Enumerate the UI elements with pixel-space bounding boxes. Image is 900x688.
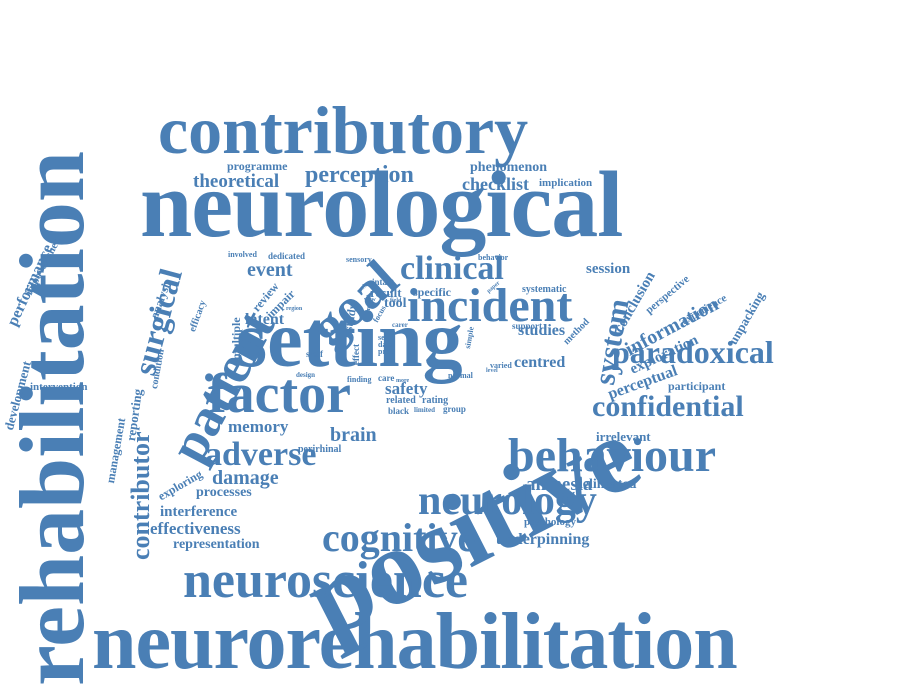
word-studies: studies — [518, 322, 566, 339]
word-sensory: sensory — [346, 255, 372, 264]
word-session: session — [586, 261, 631, 277]
word-design: design — [296, 371, 316, 379]
word-multiple: multiple — [229, 317, 243, 360]
word-perception: perception — [305, 162, 414, 188]
word-confidential: confidential — [592, 390, 744, 423]
word-efficacy: efficacy — [187, 298, 209, 334]
word-interference: interference — [160, 504, 238, 520]
word-irrelevant: irrelevant — [596, 429, 651, 444]
word-result: result — [370, 285, 402, 300]
word-centred: centred — [514, 354, 566, 371]
word-neurorehabilitation: neurorehabilitation — [92, 598, 738, 686]
word-participant: participant — [668, 379, 726, 393]
word-field: field — [390, 298, 402, 304]
word-delineated: delineated — [575, 477, 637, 492]
word-underpinning: underpinning — [496, 531, 590, 548]
word-factor: factor — [208, 363, 352, 425]
word-neuroscience: neuroscience — [183, 552, 468, 609]
word-group: group — [443, 404, 466, 414]
word-tool: tool — [384, 296, 407, 311]
word-involved: involved — [228, 250, 257, 259]
word-effect: effect — [351, 344, 361, 365]
word-behaviour: behaviour — [508, 429, 717, 482]
word-more: more — [396, 378, 410, 384]
word-proc: proc — [378, 347, 394, 356]
word-black: black — [388, 406, 410, 416]
word-implication: implication — [539, 177, 593, 189]
word-behavior: behavior — [478, 253, 509, 262]
word-brain: brain — [330, 424, 377, 446]
word-normal: normal — [448, 371, 473, 380]
word-intervention: intervention — [30, 381, 88, 393]
word-event: event — [247, 259, 293, 281]
word-care: care — [378, 373, 395, 383]
word-support: support — [512, 321, 543, 331]
word-limited: limited — [414, 406, 435, 414]
word-systematic: systematic — [522, 284, 567, 295]
word-cognitive: cognitive — [322, 515, 476, 560]
word-damage: damage — [212, 467, 279, 489]
word-checklist: checklist — [462, 174, 529, 194]
word-clinical: clinical — [400, 250, 504, 287]
word-amnesia: amnesia — [526, 474, 593, 495]
word-neurology: neurology — [418, 478, 597, 524]
word-processes: processes — [196, 485, 252, 500]
word-simple: simple — [463, 325, 476, 350]
word-theoretical: theoretical — [193, 171, 280, 192]
word-paradoxical: paradoxical — [612, 334, 774, 370]
word-view: view — [364, 297, 376, 303]
word-setting: setting — [236, 296, 463, 384]
word-level: level — [486, 368, 498, 374]
word-staff: staff — [306, 349, 323, 359]
word-rehabilitation: rehabilitation — [1, 150, 103, 686]
word-region: region — [286, 306, 303, 312]
word-representation: representation — [173, 537, 260, 552]
word-memory: memory — [228, 417, 289, 436]
word-phenomenon: phenomenon — [470, 160, 548, 175]
word-contributory: contributory — [158, 92, 529, 168]
word-latent: latent — [245, 311, 285, 328]
word-programme: programme — [227, 159, 288, 173]
word-failure: failure — [409, 333, 418, 356]
word-incident: incident — [407, 279, 573, 332]
word-rating: rating — [422, 395, 449, 406]
word-perirhinal: perirhinal — [298, 444, 342, 455]
word-finding: finding — [347, 375, 372, 384]
word-effectiveness: effectiveness — [150, 519, 241, 538]
word-self: self — [378, 333, 390, 342]
word-intact: intact — [372, 277, 394, 287]
word-neurological: neurological — [140, 153, 623, 257]
word-varied: varied — [490, 361, 512, 370]
word-contributor: contributor — [126, 431, 155, 560]
word-insight: insight — [366, 294, 372, 312]
word-carer: carer — [392, 321, 408, 329]
word-adverse: adverse — [205, 436, 317, 473]
word-psychology: psychology — [524, 516, 576, 528]
word-data: data — [378, 340, 394, 349]
word-safety: safety — [385, 379, 428, 398]
word-specific: specific — [413, 285, 451, 299]
word-related: related — [386, 395, 416, 406]
word-dedicated: dedicated — [268, 251, 305, 261]
